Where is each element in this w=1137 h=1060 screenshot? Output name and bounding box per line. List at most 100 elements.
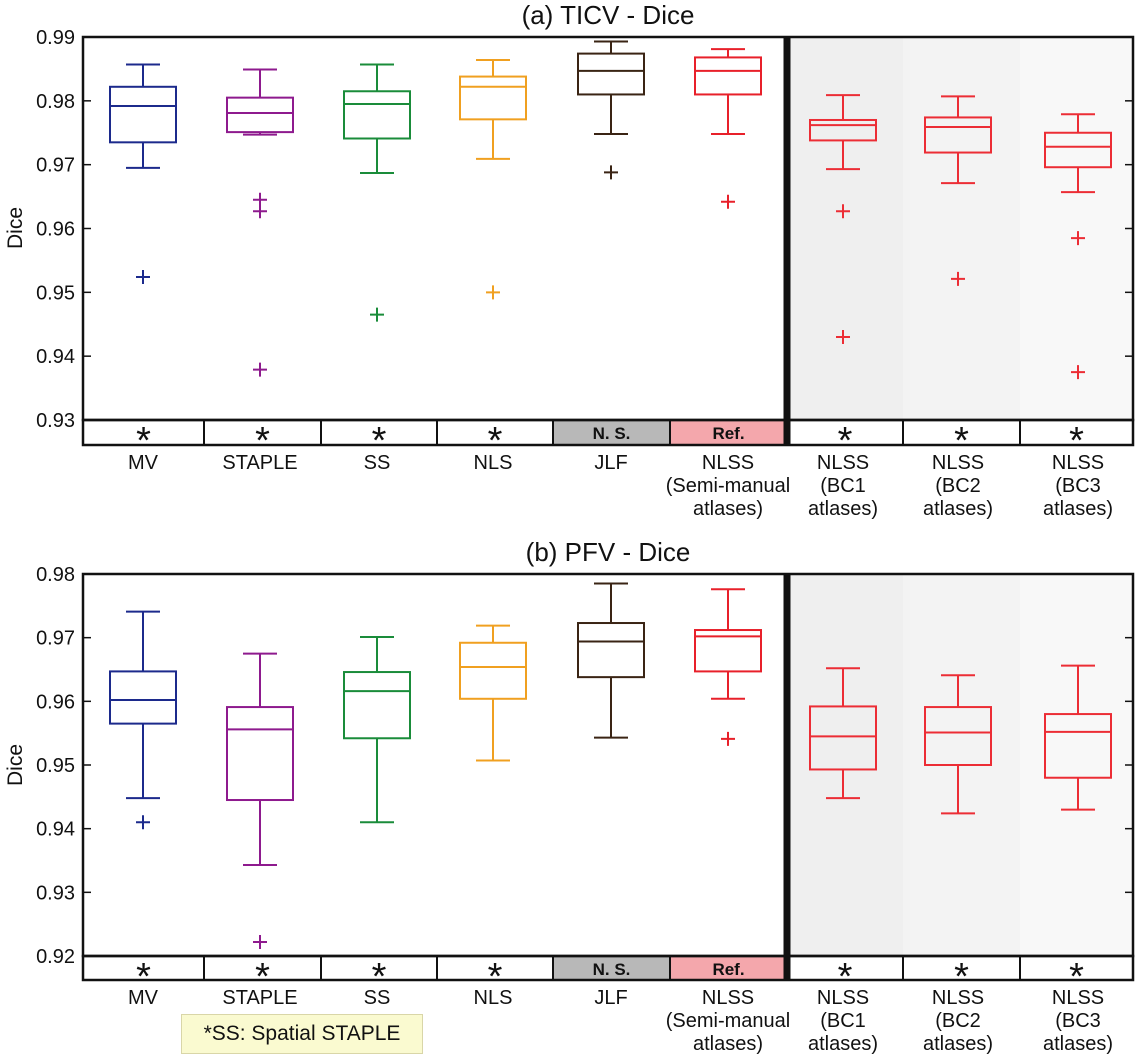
y-tick-label: 0.96 — [36, 691, 75, 713]
significance-cell-fill — [670, 956, 787, 980]
box-iqr — [1044, 131, 1112, 169]
y-tick-label: 0.99 — [36, 27, 75, 49]
category-label: atlases) — [693, 498, 763, 520]
y-tick-label: 0.97 — [36, 155, 75, 177]
bc-shade-region — [1020, 574, 1133, 956]
box-iqr — [809, 705, 877, 771]
category-label: JLF — [594, 452, 627, 474]
outlier-marker — [836, 204, 850, 219]
bc-shade-region — [1020, 37, 1133, 420]
significance-star: * — [255, 420, 270, 462]
box-iqr — [459, 641, 527, 700]
significance-cell-fill — [553, 956, 670, 980]
significance-star: * — [838, 956, 853, 998]
category-label: NLSS — [1052, 987, 1104, 1009]
y-tick-label: 0.95 — [36, 755, 75, 777]
outlier-marker — [136, 815, 150, 830]
y-tick-label: 0.97 — [36, 628, 75, 650]
outlier-marker — [836, 330, 850, 345]
significance-star: * — [488, 420, 503, 462]
box-iqr — [694, 56, 762, 96]
outlier-marker — [253, 362, 267, 377]
category-label: atlases) — [1043, 498, 1113, 520]
significance-star: * — [255, 956, 270, 998]
significance-cell-fill — [670, 420, 787, 445]
significance-star: * — [372, 420, 387, 462]
y-tick-label: 0.95 — [36, 282, 75, 304]
significance-label: N. S. — [593, 960, 631, 979]
outlier-marker — [370, 307, 384, 322]
category-label: NLS — [474, 987, 513, 1009]
bc-shade-region — [787, 37, 903, 420]
plot-frame — [81, 35, 1135, 422]
y-tick-label: 0.93 — [36, 410, 75, 432]
category-label: NLSS — [817, 987, 869, 1009]
significance-label: Ref. — [712, 960, 744, 979]
box-iqr — [226, 96, 294, 134]
category-label: NLSS — [702, 452, 754, 474]
category-label: (BC2 — [935, 475, 981, 497]
category-label: (BC3 — [1055, 1010, 1101, 1032]
category-label: NLSS — [932, 987, 984, 1009]
y-tick-label: 0.96 — [36, 219, 75, 241]
box-iqr — [1044, 713, 1112, 779]
significance-star: * — [488, 956, 503, 998]
outlier-marker — [1071, 365, 1085, 380]
significance-star: * — [1069, 956, 1084, 998]
outlier-marker — [136, 270, 150, 285]
category-label: SS — [364, 452, 391, 474]
category-label: NLSS — [702, 987, 754, 1009]
category-label: (BC3 — [1055, 475, 1101, 497]
box-iqr — [577, 52, 645, 96]
outlier-marker — [721, 731, 735, 746]
y-tick-label: 0.98 — [36, 564, 75, 586]
significance-star: * — [954, 956, 969, 998]
significance-cell-fill — [553, 420, 670, 445]
category-label: (Semi-manual — [666, 1010, 790, 1032]
category-label: atlases) — [923, 1033, 993, 1055]
category-label: NLSS — [1052, 452, 1104, 474]
y-tick-label: 0.98 — [36, 91, 75, 113]
y-axis-label: Dice — [4, 744, 27, 786]
plot-frame — [81, 572, 1135, 958]
category-label: NLSS — [817, 452, 869, 474]
category-label: atlases) — [693, 1033, 763, 1055]
bc-shade-region — [903, 37, 1020, 420]
category-label: atlases) — [1043, 1033, 1113, 1055]
outlier-marker — [721, 194, 735, 209]
category-label: SS — [364, 987, 391, 1009]
category-label: (BC1 — [820, 475, 866, 497]
bc-shade-region — [787, 574, 903, 956]
category-label: MV — [128, 987, 159, 1009]
box-iqr — [809, 118, 877, 142]
significance-label: N. S. — [593, 424, 631, 443]
outlier-marker — [1071, 231, 1085, 246]
y-tick-label: 0.94 — [36, 346, 75, 368]
significance-star: * — [136, 420, 151, 462]
box-iqr — [924, 706, 992, 767]
box-iqr — [459, 75, 527, 121]
category-label: MV — [128, 452, 159, 474]
category-label: (Semi-manual — [666, 475, 790, 497]
abbreviation-note: *SS: Spatial STAPLE — [181, 1014, 423, 1054]
category-label: NLSS — [932, 452, 984, 474]
outlier-marker — [604, 165, 618, 180]
category-label: STAPLE — [222, 452, 297, 474]
outlier-marker — [253, 934, 267, 949]
box-iqr — [577, 622, 645, 679]
box-iqr — [343, 671, 411, 740]
chart-title: (a) TICV - Dice — [522, 0, 695, 30]
significance-label: Ref. — [712, 424, 744, 443]
significance-star: * — [136, 956, 151, 998]
box-iqr — [109, 670, 177, 725]
y-tick-label: 0.93 — [36, 882, 75, 904]
category-label: STAPLE — [222, 987, 297, 1009]
chart-title: (b) PFV - Dice — [526, 537, 691, 567]
category-label: (BC2 — [935, 1010, 981, 1032]
outlier-marker — [486, 285, 500, 300]
box-iqr — [694, 629, 762, 673]
box-iqr — [343, 90, 411, 140]
category-label: NLS — [474, 452, 513, 474]
y-axis-label: Dice — [4, 207, 27, 249]
